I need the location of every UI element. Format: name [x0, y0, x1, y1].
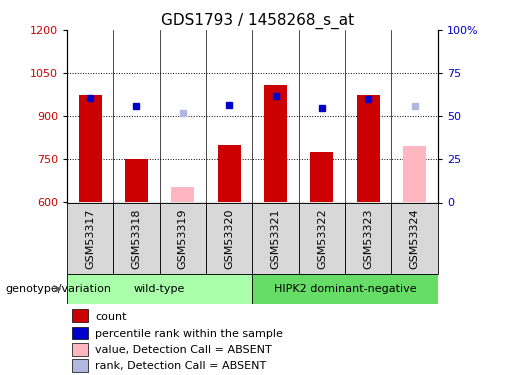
Bar: [391, 202, 438, 274]
Text: GSM53322: GSM53322: [317, 208, 327, 269]
Bar: [125, 159, 148, 202]
Bar: [67, 274, 252, 304]
Bar: [160, 202, 206, 274]
Bar: [299, 202, 345, 274]
Bar: [403, 146, 426, 202]
Bar: [310, 152, 334, 202]
Bar: [72, 359, 88, 372]
Bar: [72, 327, 88, 339]
Text: value, Detection Call = ABSENT: value, Detection Call = ABSENT: [95, 345, 272, 355]
Bar: [345, 202, 391, 274]
Bar: [252, 202, 299, 274]
Bar: [67, 202, 113, 274]
Text: percentile rank within the sample: percentile rank within the sample: [95, 328, 283, 339]
Bar: [78, 94, 101, 202]
Text: GSM53317: GSM53317: [85, 208, 95, 269]
Text: wild-type: wild-type: [134, 284, 185, 294]
Bar: [206, 202, 252, 274]
Text: GSM53321: GSM53321: [270, 208, 281, 269]
Text: GSM53318: GSM53318: [131, 208, 142, 269]
Bar: [217, 145, 241, 202]
Text: genotype/variation: genotype/variation: [5, 284, 111, 294]
Bar: [113, 202, 160, 274]
Bar: [252, 274, 438, 304]
Text: HIPK2 dominant-negative: HIPK2 dominant-negative: [274, 284, 416, 294]
Bar: [72, 343, 88, 356]
Text: GSM53319: GSM53319: [178, 208, 188, 269]
Text: rank, Detection Call = ABSENT: rank, Detection Call = ABSENT: [95, 362, 267, 372]
Text: GSM53320: GSM53320: [224, 208, 234, 269]
Text: GDS1793 / 1458268_s_at: GDS1793 / 1458268_s_at: [161, 13, 354, 29]
Bar: [356, 94, 380, 202]
Text: GSM53323: GSM53323: [363, 208, 373, 269]
Bar: [171, 187, 195, 202]
Text: GSM53324: GSM53324: [409, 208, 420, 269]
Bar: [264, 85, 287, 203]
Text: count: count: [95, 312, 127, 322]
Bar: [72, 309, 88, 322]
